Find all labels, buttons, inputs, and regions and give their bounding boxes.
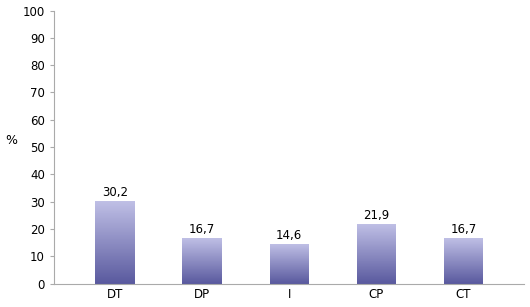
Bar: [95, 236, 135, 237]
Bar: [95, 238, 135, 239]
Bar: [95, 244, 135, 245]
Bar: [95, 254, 135, 255]
Bar: [95, 256, 135, 257]
Bar: [95, 214, 135, 215]
Bar: [95, 252, 135, 253]
Bar: [95, 250, 135, 251]
Bar: [95, 277, 135, 278]
Bar: [95, 240, 135, 241]
Bar: [95, 269, 135, 270]
Text: 30,2: 30,2: [102, 186, 128, 199]
Text: 16,7: 16,7: [450, 223, 476, 236]
Bar: [95, 251, 135, 252]
Bar: [95, 259, 135, 260]
Bar: [95, 220, 135, 221]
Bar: [95, 257, 135, 258]
Bar: [95, 261, 135, 262]
Bar: [95, 228, 135, 229]
Bar: [95, 278, 135, 279]
Bar: [95, 255, 135, 256]
Bar: [95, 270, 135, 271]
Bar: [95, 224, 135, 225]
Bar: [95, 212, 135, 213]
Bar: [95, 226, 135, 227]
Bar: [95, 267, 135, 268]
Bar: [95, 262, 135, 263]
Bar: [95, 208, 135, 209]
Bar: [95, 213, 135, 214]
Bar: [95, 253, 135, 254]
Bar: [95, 210, 135, 211]
Bar: [95, 268, 135, 269]
Bar: [95, 266, 135, 267]
Bar: [95, 235, 135, 236]
Bar: [95, 206, 135, 207]
Bar: [95, 248, 135, 249]
Bar: [95, 231, 135, 232]
Bar: [95, 283, 135, 284]
Bar: [95, 276, 135, 277]
Bar: [95, 204, 135, 205]
Bar: [95, 225, 135, 226]
Bar: [95, 249, 135, 250]
Bar: [95, 230, 135, 231]
Bar: [95, 260, 135, 261]
Bar: [95, 279, 135, 280]
Text: 21,9: 21,9: [363, 208, 390, 222]
Bar: [95, 201, 135, 202]
Bar: [95, 203, 135, 204]
Bar: [95, 215, 135, 216]
Bar: [95, 227, 135, 228]
Bar: [95, 219, 135, 220]
Bar: [95, 232, 135, 233]
Bar: [95, 216, 135, 217]
Bar: [95, 217, 135, 218]
Bar: [95, 243, 135, 244]
Bar: [95, 234, 135, 235]
Bar: [95, 222, 135, 223]
Bar: [95, 237, 135, 238]
Bar: [95, 202, 135, 203]
Text: 16,7: 16,7: [189, 223, 215, 236]
Bar: [95, 233, 135, 234]
Text: 14,6: 14,6: [276, 228, 302, 242]
Bar: [95, 258, 135, 259]
Bar: [95, 272, 135, 273]
Bar: [95, 275, 135, 276]
Bar: [95, 246, 135, 247]
Bar: [95, 221, 135, 222]
Bar: [95, 265, 135, 266]
Bar: [95, 280, 135, 281]
Bar: [95, 218, 135, 219]
Bar: [95, 223, 135, 224]
Bar: [95, 245, 135, 246]
Bar: [95, 241, 135, 242]
Bar: [95, 271, 135, 272]
Bar: [95, 282, 135, 283]
Bar: [95, 273, 135, 274]
Bar: [95, 207, 135, 208]
Bar: [95, 281, 135, 282]
Bar: [95, 239, 135, 240]
Bar: [95, 211, 135, 212]
Bar: [95, 242, 135, 243]
Bar: [95, 229, 135, 230]
Bar: [95, 263, 135, 264]
Bar: [95, 274, 135, 275]
Bar: [95, 209, 135, 210]
Bar: [95, 205, 135, 206]
Bar: [95, 264, 135, 265]
Y-axis label: %: %: [5, 134, 17, 147]
Bar: [95, 247, 135, 248]
